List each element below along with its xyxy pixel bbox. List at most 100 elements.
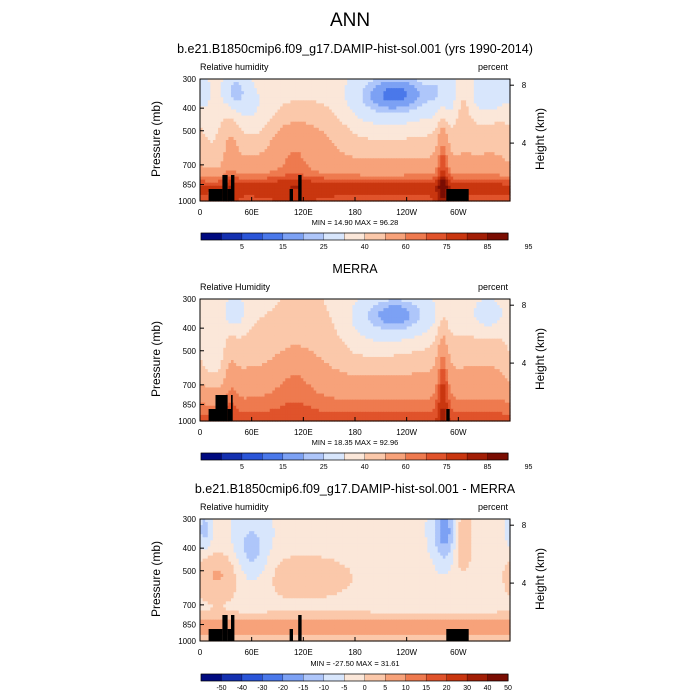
panel-1-cell (388, 88, 392, 92)
panel-1-cell (298, 94, 302, 98)
panel-1-cell (422, 109, 426, 114)
panel-1-cell (466, 109, 470, 114)
panel-1-cell (491, 115, 496, 120)
panel-1-cell (370, 109, 374, 114)
panel-1-cell (334, 88, 338, 92)
panel-1-cell (388, 146, 392, 150)
panel-1-cell (228, 106, 232, 111)
panel-1-cell (362, 94, 366, 98)
panel-1-cell (339, 127, 343, 132)
panel-1-cell (491, 91, 496, 95)
panel-1-cell (476, 121, 480, 126)
panel-1-cell (422, 152, 426, 156)
panel-1-cell (504, 149, 509, 153)
panel-1-cell (471, 127, 475, 132)
panel-1-cell (202, 149, 206, 153)
colorbar-swatch (282, 232, 304, 241)
panel-1-cell (241, 124, 245, 129)
panel-1-cell (479, 152, 483, 156)
panel-1-cell (414, 127, 418, 132)
panel-1-cell (282, 130, 286, 135)
panel-1-cell (409, 143, 413, 147)
panel-1-cell (318, 155, 323, 159)
panel-1-cell (411, 149, 416, 153)
panel-1-cell (473, 112, 478, 117)
panel-1-cell (419, 91, 423, 95)
panel-1-cell (404, 155, 408, 159)
panel-1-cell (269, 140, 273, 144)
panel-1-cell (484, 149, 488, 153)
panel-1-cell (419, 118, 423, 123)
panel-1-cell (233, 106, 237, 111)
panel-1-cell (404, 112, 408, 117)
panel-1-cell (401, 82, 405, 86)
panel-1-cell (355, 82, 359, 86)
panel-2-units-label: percent (478, 282, 509, 292)
panel-1-cell (484, 124, 488, 129)
panel-1-cell (414, 112, 418, 117)
panel-1-cell (329, 136, 333, 141)
y-tick-label: 500 (183, 127, 197, 136)
panel-1-cell (218, 103, 222, 108)
panel-1-cell (486, 112, 490, 117)
panel-1-cell (334, 143, 338, 147)
panel-1-cell (479, 140, 483, 144)
right-tick-label: 8 (522, 81, 527, 90)
panel-1-cell (347, 103, 351, 108)
panel-1-cell (295, 152, 299, 156)
panel-1-cell (339, 97, 343, 101)
colorbar-swatch (487, 232, 509, 241)
panel-1-cell (398, 130, 403, 135)
panel-1-cell (326, 109, 330, 114)
panel-1-cell (269, 91, 273, 95)
panel-1-cell (386, 85, 390, 89)
panel-1-cell (277, 152, 281, 156)
panel-1-cell (352, 130, 356, 135)
panel-1-cell (502, 140, 506, 144)
panel-1-cell (293, 106, 297, 111)
panel-1-cell (398, 124, 403, 129)
panel-1-cell (370, 94, 374, 98)
panel-1-cell (269, 133, 273, 138)
panel-1-cell (504, 133, 509, 138)
panel-1-cell (360, 136, 364, 141)
panel-1-cell (231, 103, 235, 108)
panel-1-cell (504, 82, 509, 86)
panel-1-cell (231, 124, 235, 129)
panel-1-cell (409, 115, 413, 120)
panel-1-cell (262, 82, 266, 86)
panel-1-cell (225, 97, 230, 101)
panel-1-cell (386, 94, 390, 98)
panel-1-cell (344, 136, 348, 141)
panel-1-cell (401, 121, 405, 126)
panel-1-cell (357, 82, 361, 86)
panel-1-cell (336, 149, 341, 153)
panel-1-cell (497, 130, 501, 135)
panel-1-cell (378, 79, 382, 83)
panel-1-cell (391, 136, 395, 141)
panel-1-cell (437, 152, 441, 156)
panel-1-cell (215, 106, 219, 111)
panel-1-cell (282, 112, 286, 117)
panel-1-cell (476, 127, 480, 132)
panel-1-cell (329, 149, 333, 153)
panel-1-cell (300, 109, 304, 114)
panel-1-cell (424, 109, 428, 114)
panel-1-cell (375, 155, 379, 159)
panel-1-cell (207, 97, 211, 101)
panel-1-cell (262, 94, 266, 98)
panel-1-cell (269, 121, 273, 126)
panel-1-cell (246, 109, 250, 114)
panel-1-cell (316, 133, 320, 138)
panel-1-terrain (231, 175, 235, 201)
panel-1-cell (406, 118, 410, 123)
panel-1-cell (362, 109, 366, 114)
panel-1-cell (305, 118, 310, 123)
panel-1-cell (479, 133, 483, 138)
panel-1-cell (409, 79, 413, 83)
panel-1-cell (287, 82, 292, 86)
panel-1-cell (386, 82, 390, 86)
panel-1-cell (344, 82, 348, 86)
panel-1-cell (367, 82, 372, 86)
panel-1-cell (202, 140, 206, 144)
